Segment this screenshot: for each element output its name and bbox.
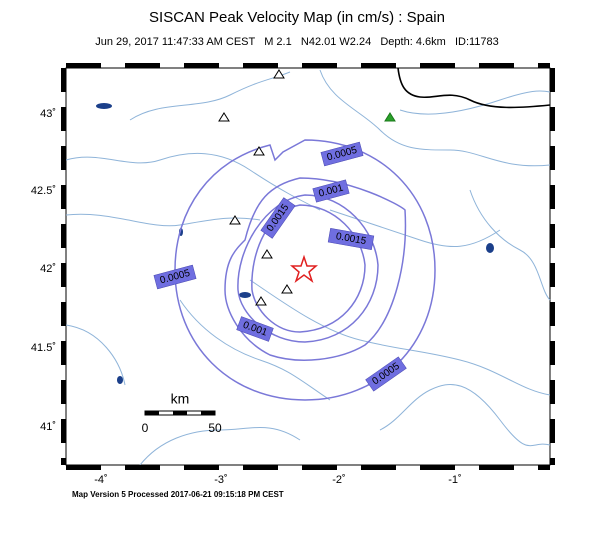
reservoir [486,243,494,253]
scale-bar-segment [201,411,215,415]
reservoir [239,292,251,298]
contour-label-box [153,264,197,290]
scale-start: 0 [142,421,149,435]
longitude-labels: -4˚ -3˚ -2˚ -1˚ [94,474,461,486]
latitude-labels: 43˚ 42.5˚ 42˚ 41.5˚ 41˚ [31,108,56,433]
river [319,69,551,167]
contour-label-box [320,141,364,167]
river [399,90,551,115]
lat-label: 41.5˚ [31,342,56,354]
contour-label-box [327,227,375,251]
scale-bar: km 0 50 [142,391,222,435]
lon-label: -1˚ [448,474,461,486]
contour-line [237,194,379,343]
lat-label: 42.5˚ [31,185,56,197]
lon-label: -3˚ [214,474,227,486]
lon-label: -4˚ [94,474,107,486]
station [281,284,293,294]
lat-label: 42˚ [40,263,56,275]
river [65,152,321,211]
contour-label-box [312,179,350,203]
station [229,215,241,225]
river [129,71,291,121]
map-subtitle: Jun 29, 2017 11:47:33 AM CEST M 2.1 N42.… [95,36,499,48]
map-area: 0.0005 0.001 0.0015 0.0015 0.001 0.0005 … [61,63,555,470]
lon-label: -2˚ [332,474,345,486]
station [255,296,267,306]
station [273,69,285,79]
contour-line [224,177,407,361]
contour-label-box [365,356,407,392]
river [179,299,331,401]
station [253,146,265,156]
river [379,384,551,447]
river [139,427,301,466]
scale-bar-segment [145,411,159,415]
scale-bar-segment [173,411,187,415]
rivers [65,69,551,466]
reservoir [96,103,112,109]
map-title: SISCAN Peak Velocity Map (in cm/s) : Spa… [149,9,445,26]
river [469,189,551,301]
lat-label: 41˚ [40,421,56,433]
station [261,249,273,259]
reservoir [117,376,123,384]
footer-note: Map Version 5 Processed 2017-06-21 09:15… [72,490,284,499]
lat-label: 43˚ [40,108,56,120]
epicenter [289,254,319,284]
contour-line [174,139,436,401]
frame-ticks [61,63,555,470]
station [218,112,230,122]
border [397,67,551,109]
river [65,324,126,386]
scale-end: 50 [208,421,222,435]
contour-label-box [236,316,274,342]
stations [218,69,396,306]
contour-label-box [260,197,296,239]
station-triggered [384,112,396,122]
river [249,279,551,396]
contour-label: 0.0015 [335,231,367,247]
scale-unit: km [171,391,190,407]
